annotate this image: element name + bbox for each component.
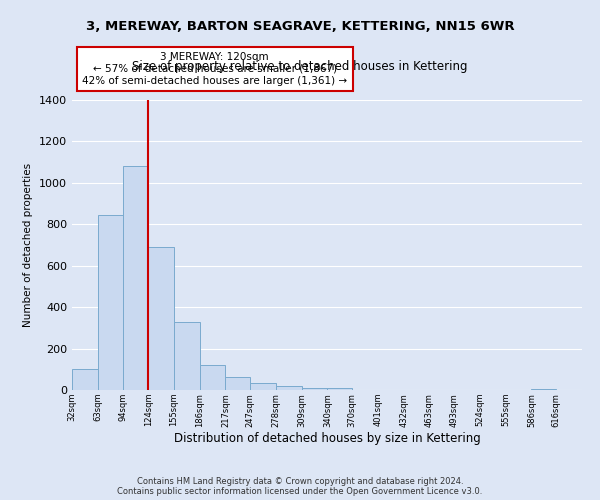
Bar — [200, 365, 226, 390]
Bar — [124, 166, 148, 390]
Y-axis label: Number of detached properties: Number of detached properties — [23, 163, 34, 327]
Text: 3 MEREWAY: 120sqm
← 57% of detached houses are smaller (1,867)
42% of semi-detac: 3 MEREWAY: 120sqm ← 57% of detached hous… — [82, 52, 347, 86]
Text: Contains public sector information licensed under the Open Government Licence v3: Contains public sector information licen… — [118, 488, 482, 496]
Bar — [250, 383, 276, 390]
Text: Size of property relative to detached houses in Kettering: Size of property relative to detached ho… — [132, 60, 468, 73]
Bar — [226, 377, 250, 390]
Bar — [174, 322, 200, 390]
Bar — [532, 388, 556, 390]
Bar — [72, 370, 98, 390]
X-axis label: Distribution of detached houses by size in Kettering: Distribution of detached houses by size … — [173, 432, 481, 445]
Bar — [276, 386, 302, 390]
Bar — [302, 388, 328, 390]
Bar — [328, 388, 352, 390]
Text: Contains HM Land Registry data © Crown copyright and database right 2024.: Contains HM Land Registry data © Crown c… — [137, 478, 463, 486]
Text: 3, MEREWAY, BARTON SEAGRAVE, KETTERING, NN15 6WR: 3, MEREWAY, BARTON SEAGRAVE, KETTERING, … — [86, 20, 514, 33]
Bar — [148, 247, 174, 390]
Bar — [98, 215, 124, 390]
